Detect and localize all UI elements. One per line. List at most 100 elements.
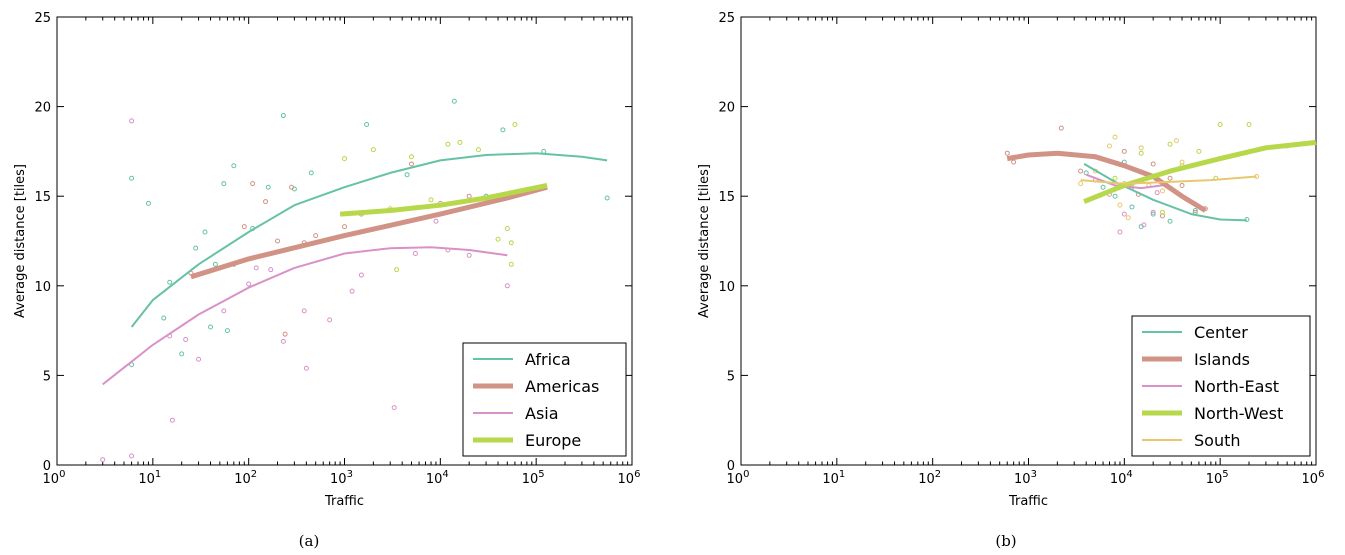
fit-line — [190, 184, 548, 280]
data-point — [308, 170, 314, 176]
x-tick-label: 102 — [918, 469, 941, 487]
x-tick-exponent: 6 — [1318, 469, 1324, 480]
y-tick-label: 10 — [718, 280, 735, 295]
data-point — [253, 265, 259, 271]
data-point — [1150, 209, 1156, 215]
data-point — [221, 308, 227, 314]
y-axis: 0 5 10 15 20 25 — [718, 11, 1316, 474]
data-point — [1159, 188, 1165, 194]
panel-caption: (b) — [995, 532, 1016, 550]
data-point — [169, 417, 175, 423]
data-point — [475, 147, 481, 153]
data-point — [193, 245, 199, 251]
series-asia — [100, 118, 510, 463]
data-point — [604, 195, 610, 201]
data-point — [370, 147, 376, 153]
series-americas — [188, 161, 472, 337]
x-tick-base: 10 — [918, 472, 935, 487]
data-point — [508, 261, 514, 267]
data-point — [224, 328, 230, 334]
data-point — [408, 154, 414, 160]
data-point — [1100, 184, 1106, 190]
legend: Africa Americas Asia Europe — [462, 342, 627, 457]
legend-label: Americas — [525, 377, 599, 396]
data-point — [145, 200, 151, 206]
chart-panel-a: 100 101 102 103 104 105 1060510152025TrafficAv… — [13, 11, 640, 550]
x-tick-label: 106 — [1302, 469, 1325, 487]
x-tick-label: 106 — [618, 469, 641, 487]
data-point — [1011, 159, 1017, 165]
legend-label: Islands — [1194, 350, 1250, 369]
x-tick-base: 10 — [330, 472, 347, 487]
data-point — [167, 279, 173, 285]
x-tick-base: 10 — [618, 472, 635, 487]
data-point — [1154, 190, 1160, 196]
data-point — [265, 184, 271, 190]
legend-label: North-West — [1194, 404, 1283, 423]
data-point — [1159, 209, 1165, 215]
data-point — [1112, 193, 1118, 199]
data-point — [1196, 148, 1202, 154]
legend-label: South — [1194, 431, 1241, 450]
data-point — [1129, 204, 1135, 210]
data-point — [1117, 202, 1123, 208]
y-axis: 0 5 10 15 20 25 — [34, 11, 632, 474]
x-tick-label: 104 — [426, 469, 449, 487]
x-axis-label: Traffic — [324, 494, 364, 509]
x-tick-base: 10 — [138, 472, 155, 487]
data-point — [1141, 222, 1147, 228]
data-point — [466, 252, 472, 258]
x-tick-label: 102 — [234, 469, 257, 487]
series-europe — [342, 122, 518, 273]
data-point — [391, 405, 397, 411]
x-tick-exponent: 2 — [935, 469, 941, 480]
data-point — [263, 199, 269, 205]
data-point — [280, 113, 286, 119]
data-point — [208, 324, 214, 330]
data-point — [202, 229, 208, 235]
x-tick-base: 10 — [426, 472, 443, 487]
data-point — [1217, 122, 1223, 128]
data-point — [412, 251, 418, 257]
fit-line — [1083, 139, 1317, 204]
y-tick-label: 0 — [727, 459, 735, 474]
x-tick-exponent: 5 — [1222, 469, 1228, 480]
data-point — [303, 365, 309, 371]
x-tick-label: 101 — [138, 469, 161, 487]
data-point — [508, 240, 514, 246]
data-point — [289, 184, 295, 190]
x-tick-label: 103 — [330, 469, 353, 487]
series-islands — [1004, 125, 1208, 219]
x-tick-base: 10 — [727, 472, 744, 487]
y-tick-label: 5 — [727, 369, 735, 384]
data-point — [1173, 138, 1179, 144]
data-point — [250, 181, 256, 187]
data-point — [504, 225, 510, 231]
data-point — [1150, 211, 1156, 217]
x-tick-label: 104 — [1110, 469, 1133, 487]
data-point — [364, 122, 370, 128]
legend-box — [462, 342, 627, 457]
x-tick-label: 105 — [1206, 469, 1229, 487]
data-point — [183, 337, 189, 343]
x-tick-exponent: 3 — [347, 469, 353, 480]
data-point — [404, 172, 410, 178]
data-point — [433, 218, 439, 224]
fit-line — [1080, 175, 1257, 185]
data-point — [466, 193, 472, 199]
y-tick-label: 15 — [718, 190, 735, 205]
data-point — [1125, 215, 1131, 221]
data-point — [231, 163, 237, 169]
x-tick-label: 103 — [1014, 469, 1037, 487]
data-point — [1167, 175, 1173, 181]
data-point — [451, 98, 457, 104]
y-tick-label: 20 — [34, 101, 51, 116]
x-tick-base: 10 — [1206, 472, 1223, 487]
data-point — [129, 453, 135, 459]
fit-line — [1006, 150, 1207, 213]
data-point — [327, 317, 333, 323]
fit-line — [339, 182, 548, 217]
y-tick-label: 20 — [718, 101, 735, 116]
data-point — [1121, 148, 1127, 154]
